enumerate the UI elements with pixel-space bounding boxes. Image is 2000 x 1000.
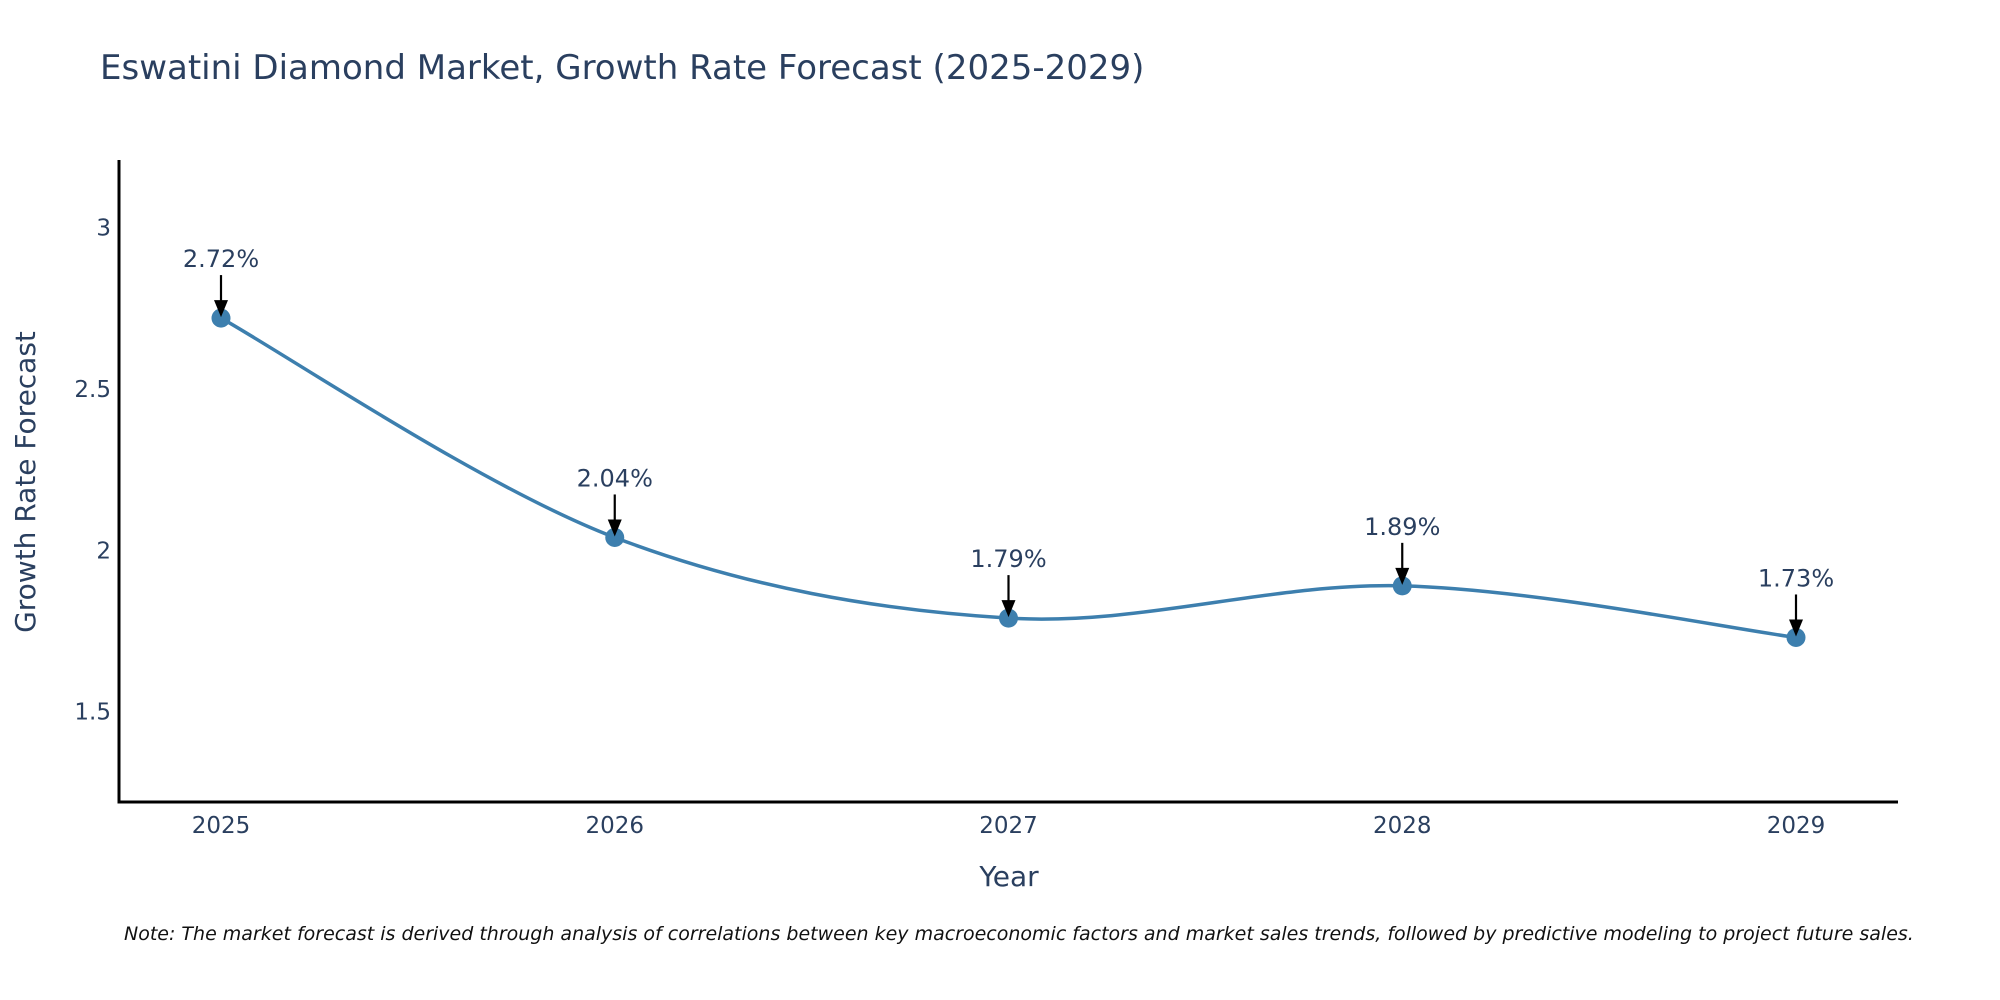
annotation-arrow-head bbox=[1001, 600, 1016, 618]
y-axis-ticks: 1.5 2 2.5 3 bbox=[74, 216, 111, 726]
annotation-arrow-head bbox=[214, 300, 228, 318]
data-labels: 2.72% 2.04% 1.79% 1.89% 1.73% bbox=[183, 245, 1834, 637]
data-label: 1.73% bbox=[1758, 564, 1834, 592]
data-label: 1.89% bbox=[1364, 513, 1440, 541]
x-tick-label: 2029 bbox=[1767, 813, 1826, 839]
x-axis-ticks: 2025 2026 2027 2028 2029 bbox=[192, 813, 1826, 839]
data-point bbox=[999, 608, 1018, 628]
x-tick-label: 2028 bbox=[1373, 813, 1432, 839]
data-label: 1.79% bbox=[970, 545, 1046, 573]
y-tick-label: 2 bbox=[96, 538, 111, 564]
y-tick-label: 3 bbox=[96, 216, 111, 242]
data-label: 2.04% bbox=[577, 464, 653, 492]
data-point bbox=[1392, 576, 1412, 596]
x-axis-title: Year bbox=[978, 860, 1039, 893]
x-tick-label: 2026 bbox=[585, 813, 644, 839]
data-points bbox=[211, 308, 1806, 647]
y-axis-title: Growth Rate Forecast bbox=[9, 331, 42, 633]
y-tick-label: 1.5 bbox=[74, 700, 111, 726]
annotation-arrow-head bbox=[607, 519, 622, 537]
data-point bbox=[1786, 627, 1806, 647]
x-tick-label: 2025 bbox=[192, 813, 251, 839]
annotation-arrow-head bbox=[1395, 567, 1410, 585]
data-point bbox=[211, 308, 231, 328]
footnote: Note: The market forecast is derived thr… bbox=[124, 923, 1914, 945]
x-tick-label: 2027 bbox=[979, 813, 1038, 839]
y-tick-label: 2.5 bbox=[74, 377, 111, 403]
data-label: 2.72% bbox=[183, 245, 259, 273]
chart-title: Eswatini Diamond Market, Growth Rate For… bbox=[100, 48, 1144, 88]
annotation-arrow-head bbox=[1789, 619, 1803, 637]
data-point bbox=[605, 527, 625, 547]
